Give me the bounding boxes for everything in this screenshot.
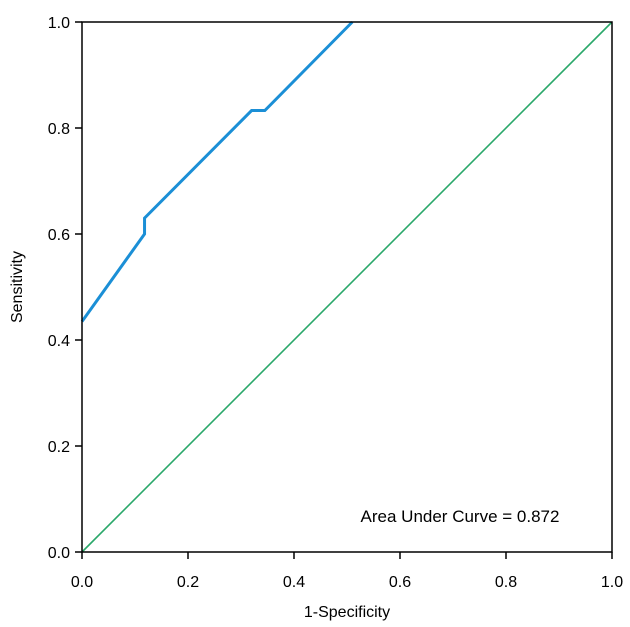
x-tick-label: 0.2	[177, 574, 199, 591]
y-axis-label: Sensitivity	[9, 251, 26, 323]
x-tick-label: 0.0	[71, 574, 93, 591]
plot-frame	[81, 21, 613, 553]
roc-curve-line	[80, 20, 354, 323]
series-layer	[80, 20, 613, 553]
x-tick-label: 0.8	[495, 574, 517, 591]
y-tick-label: 0.4	[48, 333, 70, 350]
auc-annotation: Area Under Curve = 0.872	[361, 507, 560, 526]
x-tick-label: 0.6	[389, 574, 411, 591]
x-axis-ticks: 0.0 0.2 0.4 0.6 0.8 1.0	[71, 552, 623, 591]
y-tick-label: 1.0	[48, 15, 70, 32]
x-axis-label: 1-Specificity	[304, 604, 390, 621]
y-tick-label: 0.0	[48, 545, 70, 562]
y-tick-label: 0.6	[48, 227, 70, 244]
reference-diagonal-line	[81, 21, 613, 553]
x-tick-label: 1.0	[601, 574, 623, 591]
y-tick-label: 0.8	[48, 121, 70, 138]
x-tick-label: 0.4	[283, 574, 305, 591]
y-tick-label: 0.2	[48, 439, 70, 456]
y-axis-ticks: 0.0 0.2 0.4 0.6 0.8 1.0	[48, 15, 82, 562]
